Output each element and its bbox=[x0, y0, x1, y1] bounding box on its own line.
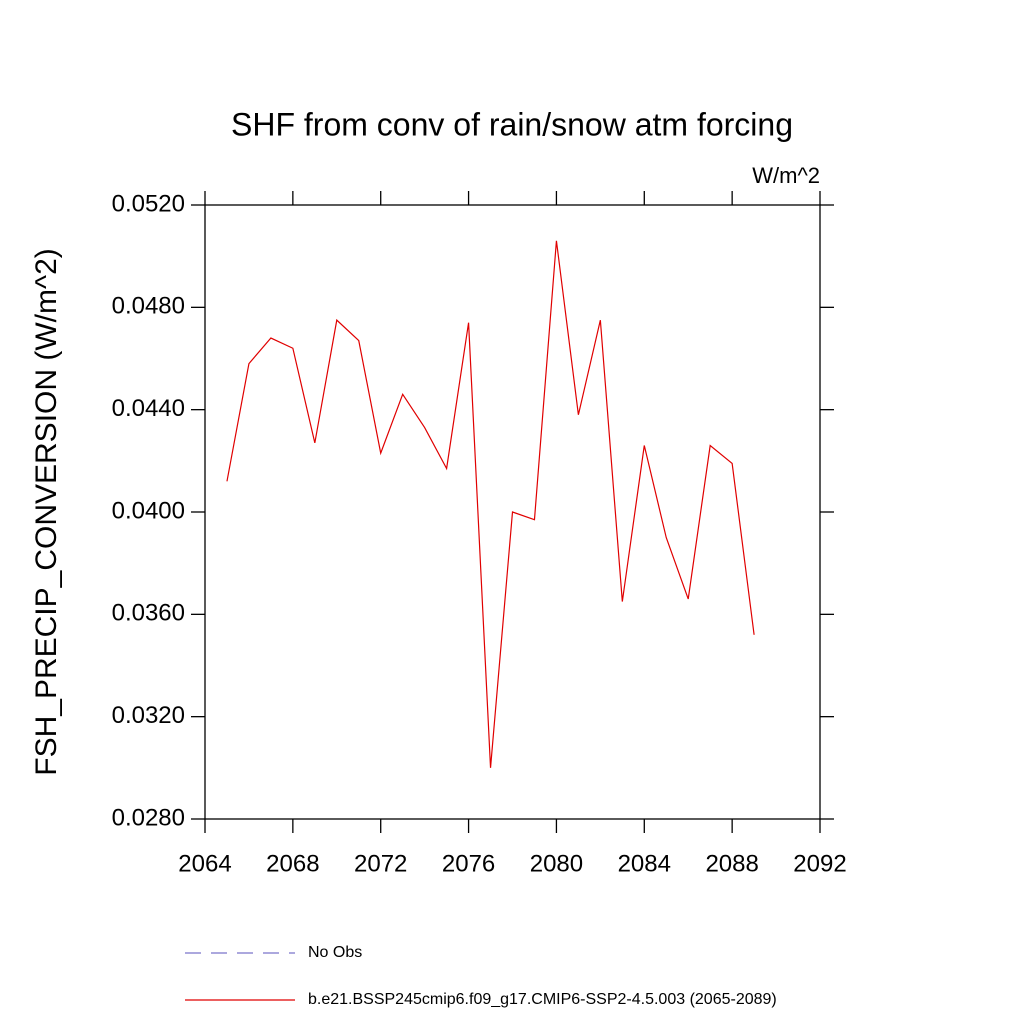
x-tick-label: 2068 bbox=[266, 850, 319, 877]
x-tick-label: 2084 bbox=[618, 850, 671, 877]
y-tick-label: 0.0360 bbox=[112, 600, 185, 627]
legend-label: b.e21.BSSP245cmip6.f09_g17.CMIP6-SSP2-4.… bbox=[308, 991, 777, 1008]
series-line bbox=[226, 240, 755, 768]
y-tick-label: 0.0320 bbox=[112, 702, 185, 729]
y-tick-label: 0.0480 bbox=[112, 293, 185, 320]
y-tick-label: 0.0400 bbox=[112, 497, 185, 524]
x-tick-label: 2064 bbox=[178, 850, 231, 877]
x-tick-label: 2092 bbox=[793, 850, 846, 877]
x-tick-label: 2072 bbox=[354, 850, 407, 877]
legend-label: No Obs bbox=[308, 944, 362, 961]
y-tick-label: 0.0520 bbox=[112, 190, 185, 217]
y-tick-label: 0.0280 bbox=[112, 804, 185, 831]
x-tick-label: 2088 bbox=[705, 850, 758, 877]
y-tick-label: 0.0440 bbox=[112, 395, 185, 422]
x-tick-label: 2076 bbox=[442, 850, 495, 877]
x-tick-label: 2080 bbox=[530, 850, 583, 877]
chart-title: SHF from conv of rain/snow atm forcing bbox=[231, 106, 793, 142]
y-axis-label: FSH_PRECIP_CONVERSION (W/m^2) bbox=[30, 248, 63, 775]
units-label: W/m^2 bbox=[752, 163, 820, 188]
